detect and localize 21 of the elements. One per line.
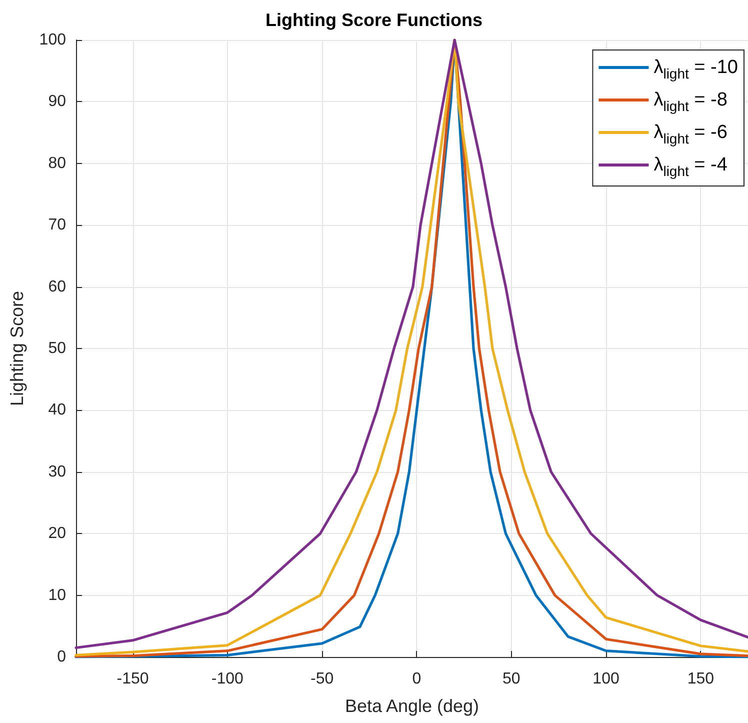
y-tick-label: 0 [57, 648, 66, 666]
x-axis-title: Beta Angle (deg) [344, 696, 480, 716]
y-tick-label: 80 [48, 154, 66, 172]
y-axis-title: Lighting Score [7, 290, 27, 406]
chart-title: Lighting Score Functions [266, 10, 482, 30]
y-tick-label: 30 [48, 463, 66, 480]
x-tick-label: -50 [310, 670, 334, 688]
y-tick-label: 70 [48, 216, 66, 234]
y-tick-label: 20 [48, 525, 66, 542]
x-tick-label: 0 [412, 670, 422, 688]
y-tick-label: 50 [48, 340, 66, 357]
y-tick-label: 60 [48, 278, 66, 296]
y-tick-label: 40 [48, 402, 66, 419]
y-tick-label: 10 [48, 586, 66, 604]
y-tick-label: 100 [39, 32, 66, 48]
x-tick-label: -150 [116, 670, 149, 688]
y-tick-label: 90 [48, 93, 66, 110]
x-tick-label: 100 [592, 670, 620, 688]
x-tick-label: 150 [687, 670, 714, 688]
x-tick-label: -100 [211, 670, 244, 688]
x-tick-label: 50 [502, 670, 520, 688]
